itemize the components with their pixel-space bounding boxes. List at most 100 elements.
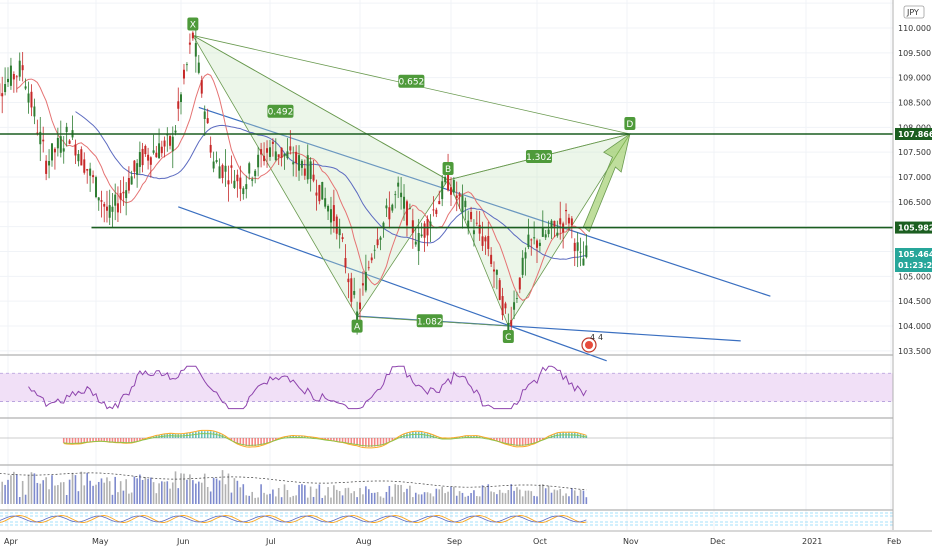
volume-bar bbox=[114, 476, 116, 504]
volume-bar bbox=[406, 488, 408, 504]
macd-histogram-bar bbox=[215, 432, 218, 438]
volume-bar bbox=[501, 492, 504, 504]
pattern-labels: X A B C D 0.492 0.652 1.302 1.082 bbox=[187, 17, 636, 343]
candle-body bbox=[95, 177, 97, 198]
candle-body bbox=[515, 298, 518, 300]
volume-bar bbox=[493, 492, 495, 504]
candle-body bbox=[417, 232, 420, 252]
horizontal-levels[interactable] bbox=[0, 133, 893, 229]
volume-bar bbox=[42, 480, 44, 504]
candle-body bbox=[233, 180, 236, 188]
macd-histogram-bar bbox=[388, 438, 391, 442]
price-panel[interactable]: X A B C D 0.492 0.652 1.302 1.082 4 4 bbox=[0, 17, 893, 362]
candle-body bbox=[435, 209, 438, 214]
time-axis[interactable] bbox=[0, 530, 932, 550]
price-tick-label: 107.000 bbox=[898, 173, 931, 182]
volume-bar bbox=[453, 486, 455, 504]
rsi-panel[interactable]: 75.0050.0025.00 bbox=[0, 365, 921, 410]
candle-body bbox=[141, 148, 144, 166]
volume-bar bbox=[169, 488, 171, 504]
events-flag-icon[interactable]: 4 4 bbox=[581, 333, 603, 353]
symbol-badge[interactable]: JPY bbox=[903, 5, 925, 19]
time-axis-labels: Apr May Jun Jul Aug Sep Oct Nov Dec 2021 Feb bbox=[4, 537, 901, 546]
volume-bar bbox=[484, 487, 487, 504]
macd-histogram-bar bbox=[417, 431, 420, 438]
candle-body bbox=[133, 160, 136, 172]
volume-bar bbox=[128, 493, 130, 504]
volume-bar bbox=[391, 496, 394, 504]
candle-body bbox=[263, 155, 266, 162]
volume-bar bbox=[450, 486, 452, 504]
volume-bar bbox=[139, 474, 141, 504]
candle-body bbox=[103, 203, 106, 207]
volume-bar bbox=[579, 489, 582, 504]
pattern-line-xb bbox=[192, 35, 449, 181]
candle-body bbox=[324, 198, 327, 207]
candle-body bbox=[116, 203, 119, 213]
volume-bar bbox=[144, 477, 147, 504]
macd-histogram-bar bbox=[108, 438, 111, 442]
macd-histogram-bar bbox=[74, 438, 77, 444]
candle-body bbox=[114, 194, 117, 206]
volume-bar bbox=[33, 473, 36, 504]
osc-line-slow bbox=[0, 515, 587, 523]
volume-bar bbox=[327, 487, 329, 504]
macd-histogram-bar bbox=[272, 438, 274, 441]
macd-histogram-bar bbox=[83, 438, 86, 443]
ratio-label-a-c-bg bbox=[416, 314, 443, 328]
candle-body bbox=[432, 209, 435, 211]
candle-body bbox=[493, 269, 495, 272]
volume-bar bbox=[254, 497, 256, 504]
candle-body bbox=[298, 155, 301, 171]
candle-body bbox=[370, 257, 373, 261]
candle-body bbox=[138, 151, 141, 167]
candle-body bbox=[582, 258, 585, 266]
macd-histogram-bar bbox=[470, 435, 472, 438]
candle-body bbox=[450, 187, 452, 195]
candle-body bbox=[7, 78, 9, 83]
volume-bar bbox=[533, 495, 535, 504]
macd-histogram-bar bbox=[356, 438, 358, 446]
macd-histogram-bar bbox=[350, 438, 353, 445]
candle-body bbox=[18, 60, 21, 77]
candle-body bbox=[550, 220, 553, 229]
candle-body bbox=[245, 184, 248, 190]
candle-body bbox=[347, 278, 350, 283]
volume-bar bbox=[304, 485, 306, 504]
panel-separators bbox=[0, 354, 932, 511]
volume-bar bbox=[141, 479, 144, 504]
candle-body bbox=[230, 165, 233, 168]
point-label-a-bg bbox=[351, 319, 363, 333]
macd-histogram-bar bbox=[547, 436, 550, 438]
macd-histogram-bar bbox=[206, 431, 209, 438]
candle-body bbox=[518, 277, 521, 290]
candle-body bbox=[327, 205, 330, 212]
candle-body bbox=[45, 160, 48, 174]
macd-histogram-bar bbox=[209, 431, 212, 438]
volume-bar bbox=[527, 490, 530, 504]
volume-bar bbox=[324, 495, 326, 504]
time-axis-label: May bbox=[92, 537, 109, 546]
candle-body bbox=[206, 118, 209, 124]
macd-histogram-bar bbox=[478, 436, 481, 438]
time-axis-label: Feb bbox=[887, 537, 901, 546]
svg-text:105.464: 105.464 bbox=[898, 250, 932, 259]
macd-histogram-bar bbox=[230, 438, 233, 441]
macd-histogram-bar bbox=[263, 438, 265, 445]
volume-bar bbox=[257, 497, 259, 504]
macd-histogram-bar bbox=[295, 435, 297, 438]
macd-histogram-bar bbox=[77, 438, 80, 444]
candle-body bbox=[464, 200, 467, 208]
candle-body bbox=[27, 93, 30, 103]
price-tick-label: 108.500 bbox=[898, 99, 931, 108]
candle-body bbox=[478, 224, 481, 234]
macd-histogram-bar bbox=[333, 438, 335, 441]
macd-histogram-bar bbox=[309, 437, 312, 438]
price-tag-upper: 107.866 bbox=[895, 127, 932, 140]
macd-panel[interactable]: 0.000 bbox=[0, 429, 921, 449]
volume-bar bbox=[1, 481, 3, 504]
candle-body bbox=[171, 136, 174, 152]
volume-bar bbox=[524, 490, 527, 504]
volume-bar bbox=[553, 489, 556, 504]
